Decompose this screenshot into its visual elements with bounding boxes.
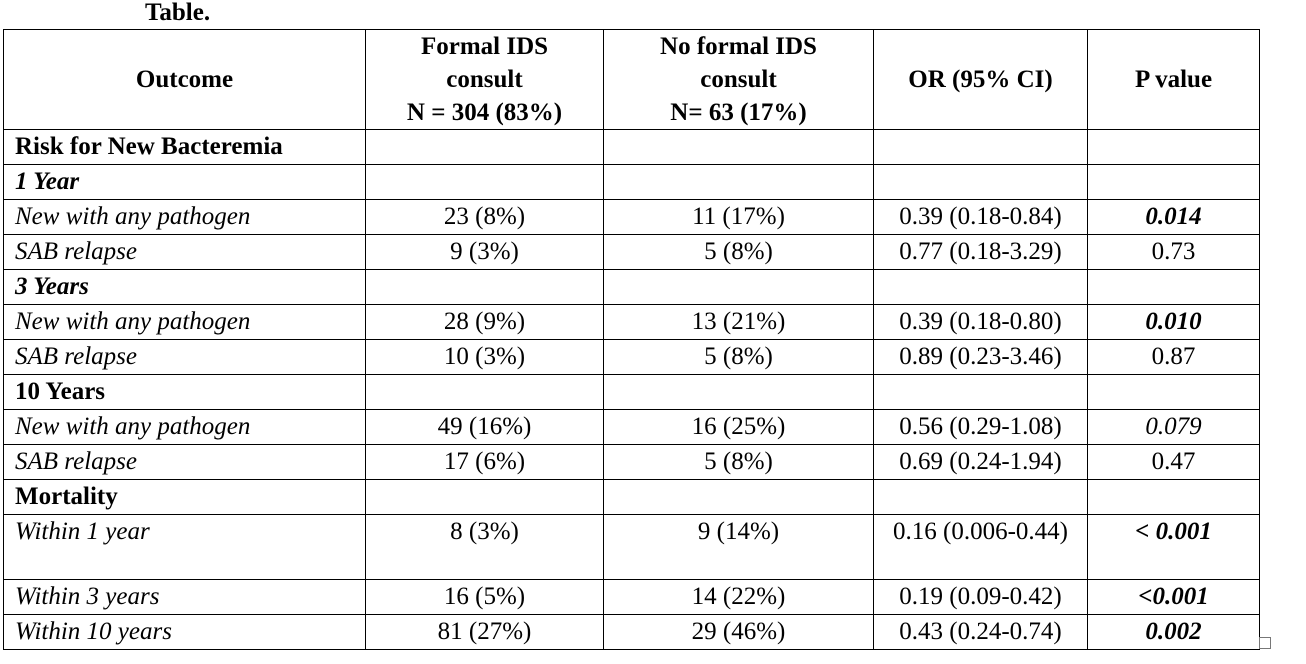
row-label: Risk for New Bacteremia [3, 129, 366, 165]
formal-cell: 10 (3%) [365, 339, 604, 375]
row-label: 3 Years [3, 269, 366, 305]
header-row: Outcome Formal IDS consult N = 304 (83%)… [3, 29, 1260, 130]
table-row: Within 1 year 8 (3%) 9 (14%) 0.16 (0.006… [3, 514, 1260, 580]
noformal-cell [603, 129, 874, 165]
formal-cell: 9 (3%) [365, 234, 604, 270]
or-cell: 0.16 (0.006-0.44) [873, 514, 1088, 580]
header-outcome: Outcome [3, 29, 366, 130]
table-row: New with any pathogen 49 (16%) 16 (25%) … [3, 409, 1260, 445]
table-row: SAB relapse 9 (3%) 5 (8%) 0.77 (0.18-3.2… [3, 234, 1260, 270]
pvalue-cell: <0.001 [1087, 579, 1260, 615]
row-label: New with any pathogen [3, 409, 366, 445]
pvalue-cell [1087, 164, 1260, 200]
or-cell: 0.43 (0.24-0.74) [873, 614, 1088, 650]
table-row: New with any pathogen 28 (9%) 13 (21%) 0… [3, 304, 1260, 340]
table-row: New with any pathogen 23 (8%) 11 (17%) 0… [3, 199, 1260, 235]
pvalue-cell [1087, 479, 1260, 515]
subsection-row: 3 Years [3, 269, 1260, 305]
pvalue-cell: 0.014 [1087, 199, 1260, 235]
table-row: SAB relapse 17 (6%) 5 (8%) 0.69 (0.24-1.… [3, 444, 1260, 480]
noformal-cell: 5 (8%) [603, 234, 874, 270]
pvalue-cell [1087, 269, 1260, 305]
noformal-cell [603, 374, 874, 410]
row-label: SAB relapse [3, 444, 366, 480]
noformal-cell: 13 (21%) [603, 304, 874, 340]
table-caption: Table. [145, 0, 211, 26]
pvalue-cell: 0.47 [1087, 444, 1260, 480]
row-label: Within 3 years [3, 579, 366, 615]
row-label: New with any pathogen [3, 199, 366, 235]
formal-cell: 17 (6%) [365, 444, 604, 480]
header-no-formal-ids: No formal IDS consult N= 63 (17%) [603, 29, 874, 130]
formal-cell: 23 (8%) [365, 199, 604, 235]
row-label: Mortality [3, 479, 366, 515]
subsection-row: 10 Years [3, 374, 1260, 410]
or-cell: 0.19 (0.09-0.42) [873, 579, 1088, 615]
or-cell [873, 164, 1088, 200]
formal-cell: 16 (5%) [365, 579, 604, 615]
table-row: Within 3 years 16 (5%) 14 (22%) 0.19 (0.… [3, 579, 1260, 615]
row-label: 1 Year [3, 164, 366, 200]
pvalue-cell: 0.87 [1087, 339, 1260, 375]
or-cell [873, 269, 1088, 305]
formal-cell [365, 374, 604, 410]
row-label: Within 1 year [3, 514, 366, 580]
header-or: OR (95% CI) [873, 29, 1088, 130]
or-cell [873, 129, 1088, 165]
formal-cell: 8 (3%) [365, 514, 604, 580]
pvalue-cell: 0.079 [1087, 409, 1260, 445]
pvalue-cell: 0.002 [1087, 614, 1260, 650]
formal-cell [365, 129, 604, 165]
results-table: Outcome Formal IDS consult N = 304 (83%)… [3, 29, 1260, 650]
table-row: SAB relapse 10 (3%) 5 (8%) 0.89 (0.23-3.… [3, 339, 1260, 375]
header-formal-ids: Formal IDS consult N = 304 (83%) [365, 29, 604, 130]
noformal-cell: 29 (46%) [603, 614, 874, 650]
pvalue-cell [1087, 374, 1260, 410]
formal-cell: 49 (16%) [365, 409, 604, 445]
or-cell: 0.69 (0.24-1.94) [873, 444, 1088, 480]
pvalue-cell: 0.73 [1087, 234, 1260, 270]
noformal-cell: 5 (8%) [603, 339, 874, 375]
section-row: Mortality [3, 479, 1260, 515]
row-label: SAB relapse [3, 234, 366, 270]
noformal-cell [603, 479, 874, 515]
noformal-cell: 9 (14%) [603, 514, 874, 580]
noformal-cell [603, 164, 874, 200]
table-row: Within 10 years 81 (27%) 29 (46%) 0.43 (… [3, 614, 1260, 650]
or-cell: 0.89 (0.23-3.46) [873, 339, 1088, 375]
noformal-cell [603, 269, 874, 305]
noformal-cell: 16 (25%) [603, 409, 874, 445]
formal-cell: 28 (9%) [365, 304, 604, 340]
noformal-cell: 11 (17%) [603, 199, 874, 235]
pvalue-cell: 0.010 [1087, 304, 1260, 340]
row-label: 10 Years [3, 374, 366, 410]
section-row: Risk for New Bacteremia [3, 129, 1260, 165]
row-label: SAB relapse [3, 339, 366, 375]
formal-cell: 81 (27%) [365, 614, 604, 650]
or-cell [873, 374, 1088, 410]
formal-cell [365, 479, 604, 515]
noformal-cell: 14 (22%) [603, 579, 874, 615]
or-cell [873, 479, 1088, 515]
formal-cell [365, 269, 604, 305]
table-resize-handle[interactable] [1259, 637, 1271, 649]
pvalue-cell: < 0.001 [1087, 514, 1260, 580]
row-label: Within 10 years [3, 614, 366, 650]
formal-cell [365, 164, 604, 200]
noformal-cell: 5 (8%) [603, 444, 874, 480]
row-label: New with any pathogen [3, 304, 366, 340]
or-cell: 0.39 (0.18-0.80) [873, 304, 1088, 340]
header-pvalue: P value [1087, 29, 1260, 130]
or-cell: 0.56 (0.29-1.08) [873, 409, 1088, 445]
or-cell: 0.39 (0.18-0.84) [873, 199, 1088, 235]
subsection-row: 1 Year [3, 164, 1260, 200]
pvalue-cell [1087, 129, 1260, 165]
or-cell: 0.77 (0.18-3.29) [873, 234, 1088, 270]
